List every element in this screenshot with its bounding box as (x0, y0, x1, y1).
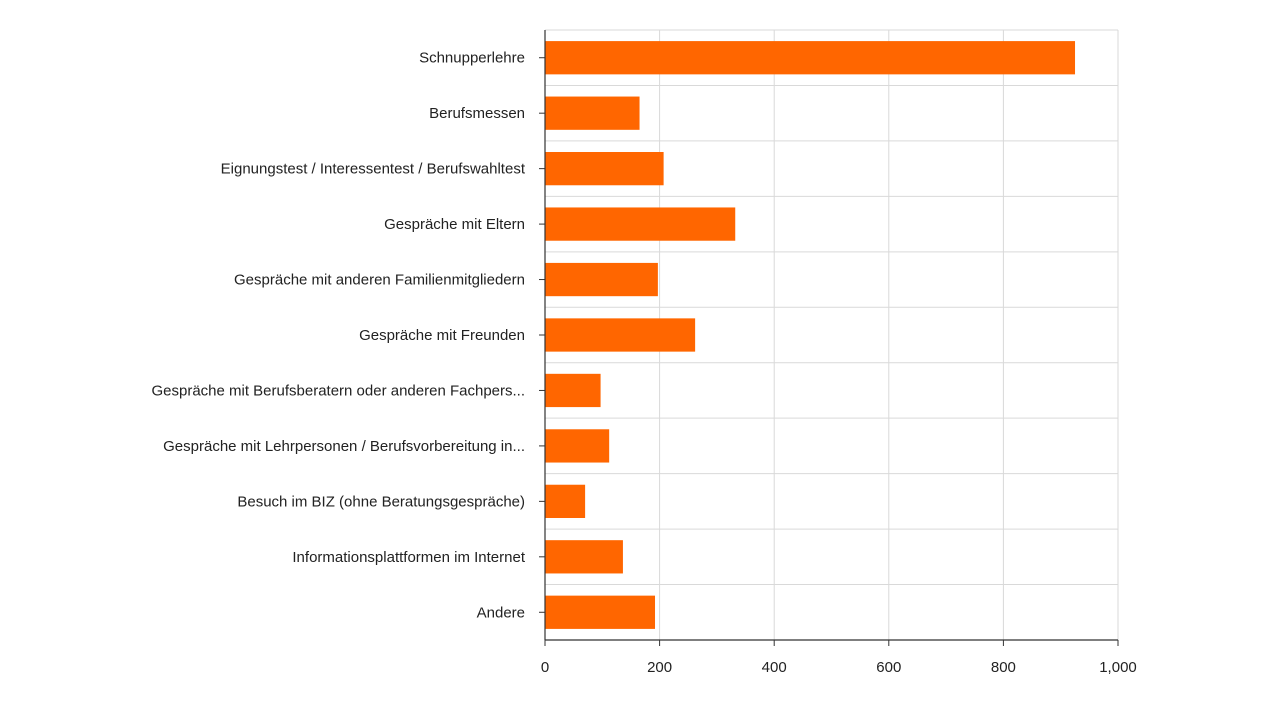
y-tick-label: Schnupperlehre (419, 50, 525, 67)
bar (545, 484, 586, 518)
bar (545, 373, 601, 408)
y-tick-label: Gespräche mit Eltern (384, 216, 525, 233)
bar (545, 595, 656, 629)
bar (545, 152, 664, 186)
y-tick-label: Besuch im BIZ (ohne Beratungsgespräche) (237, 493, 525, 510)
y-tick-label: Andere (477, 604, 525, 621)
bar (545, 262, 658, 297)
y-tick-label: Informationsplattformen im Internet (292, 549, 525, 566)
x-tick-label: 0 (541, 659, 549, 676)
y-tick-label: Berufsmessen (429, 105, 525, 122)
bar (545, 41, 1076, 75)
bar (545, 207, 736, 241)
x-tick-label: 200 (647, 659, 672, 676)
x-tick-label: 400 (762, 659, 787, 676)
bar (545, 429, 610, 463)
x-tick-label: 600 (876, 659, 901, 676)
y-tick-label: Eignungstest / Interessentest / Berufswa… (221, 161, 526, 178)
y-tick-label: Gespräche mit Lehrpersonen / Berufsvorbe… (163, 438, 525, 455)
y-tick-label: Gespräche mit anderen Familienmitglieder… (234, 272, 525, 289)
x-tick-label: 1,000 (1099, 659, 1137, 676)
y-tick-label: Gespräche mit Freunden (359, 327, 525, 344)
x-tick-label: 800 (991, 659, 1016, 676)
bar (545, 318, 696, 352)
bar (545, 96, 640, 130)
y-tick-label: Gespräche mit Berufsberatern oder andere… (151, 382, 525, 399)
bar (545, 540, 623, 574)
